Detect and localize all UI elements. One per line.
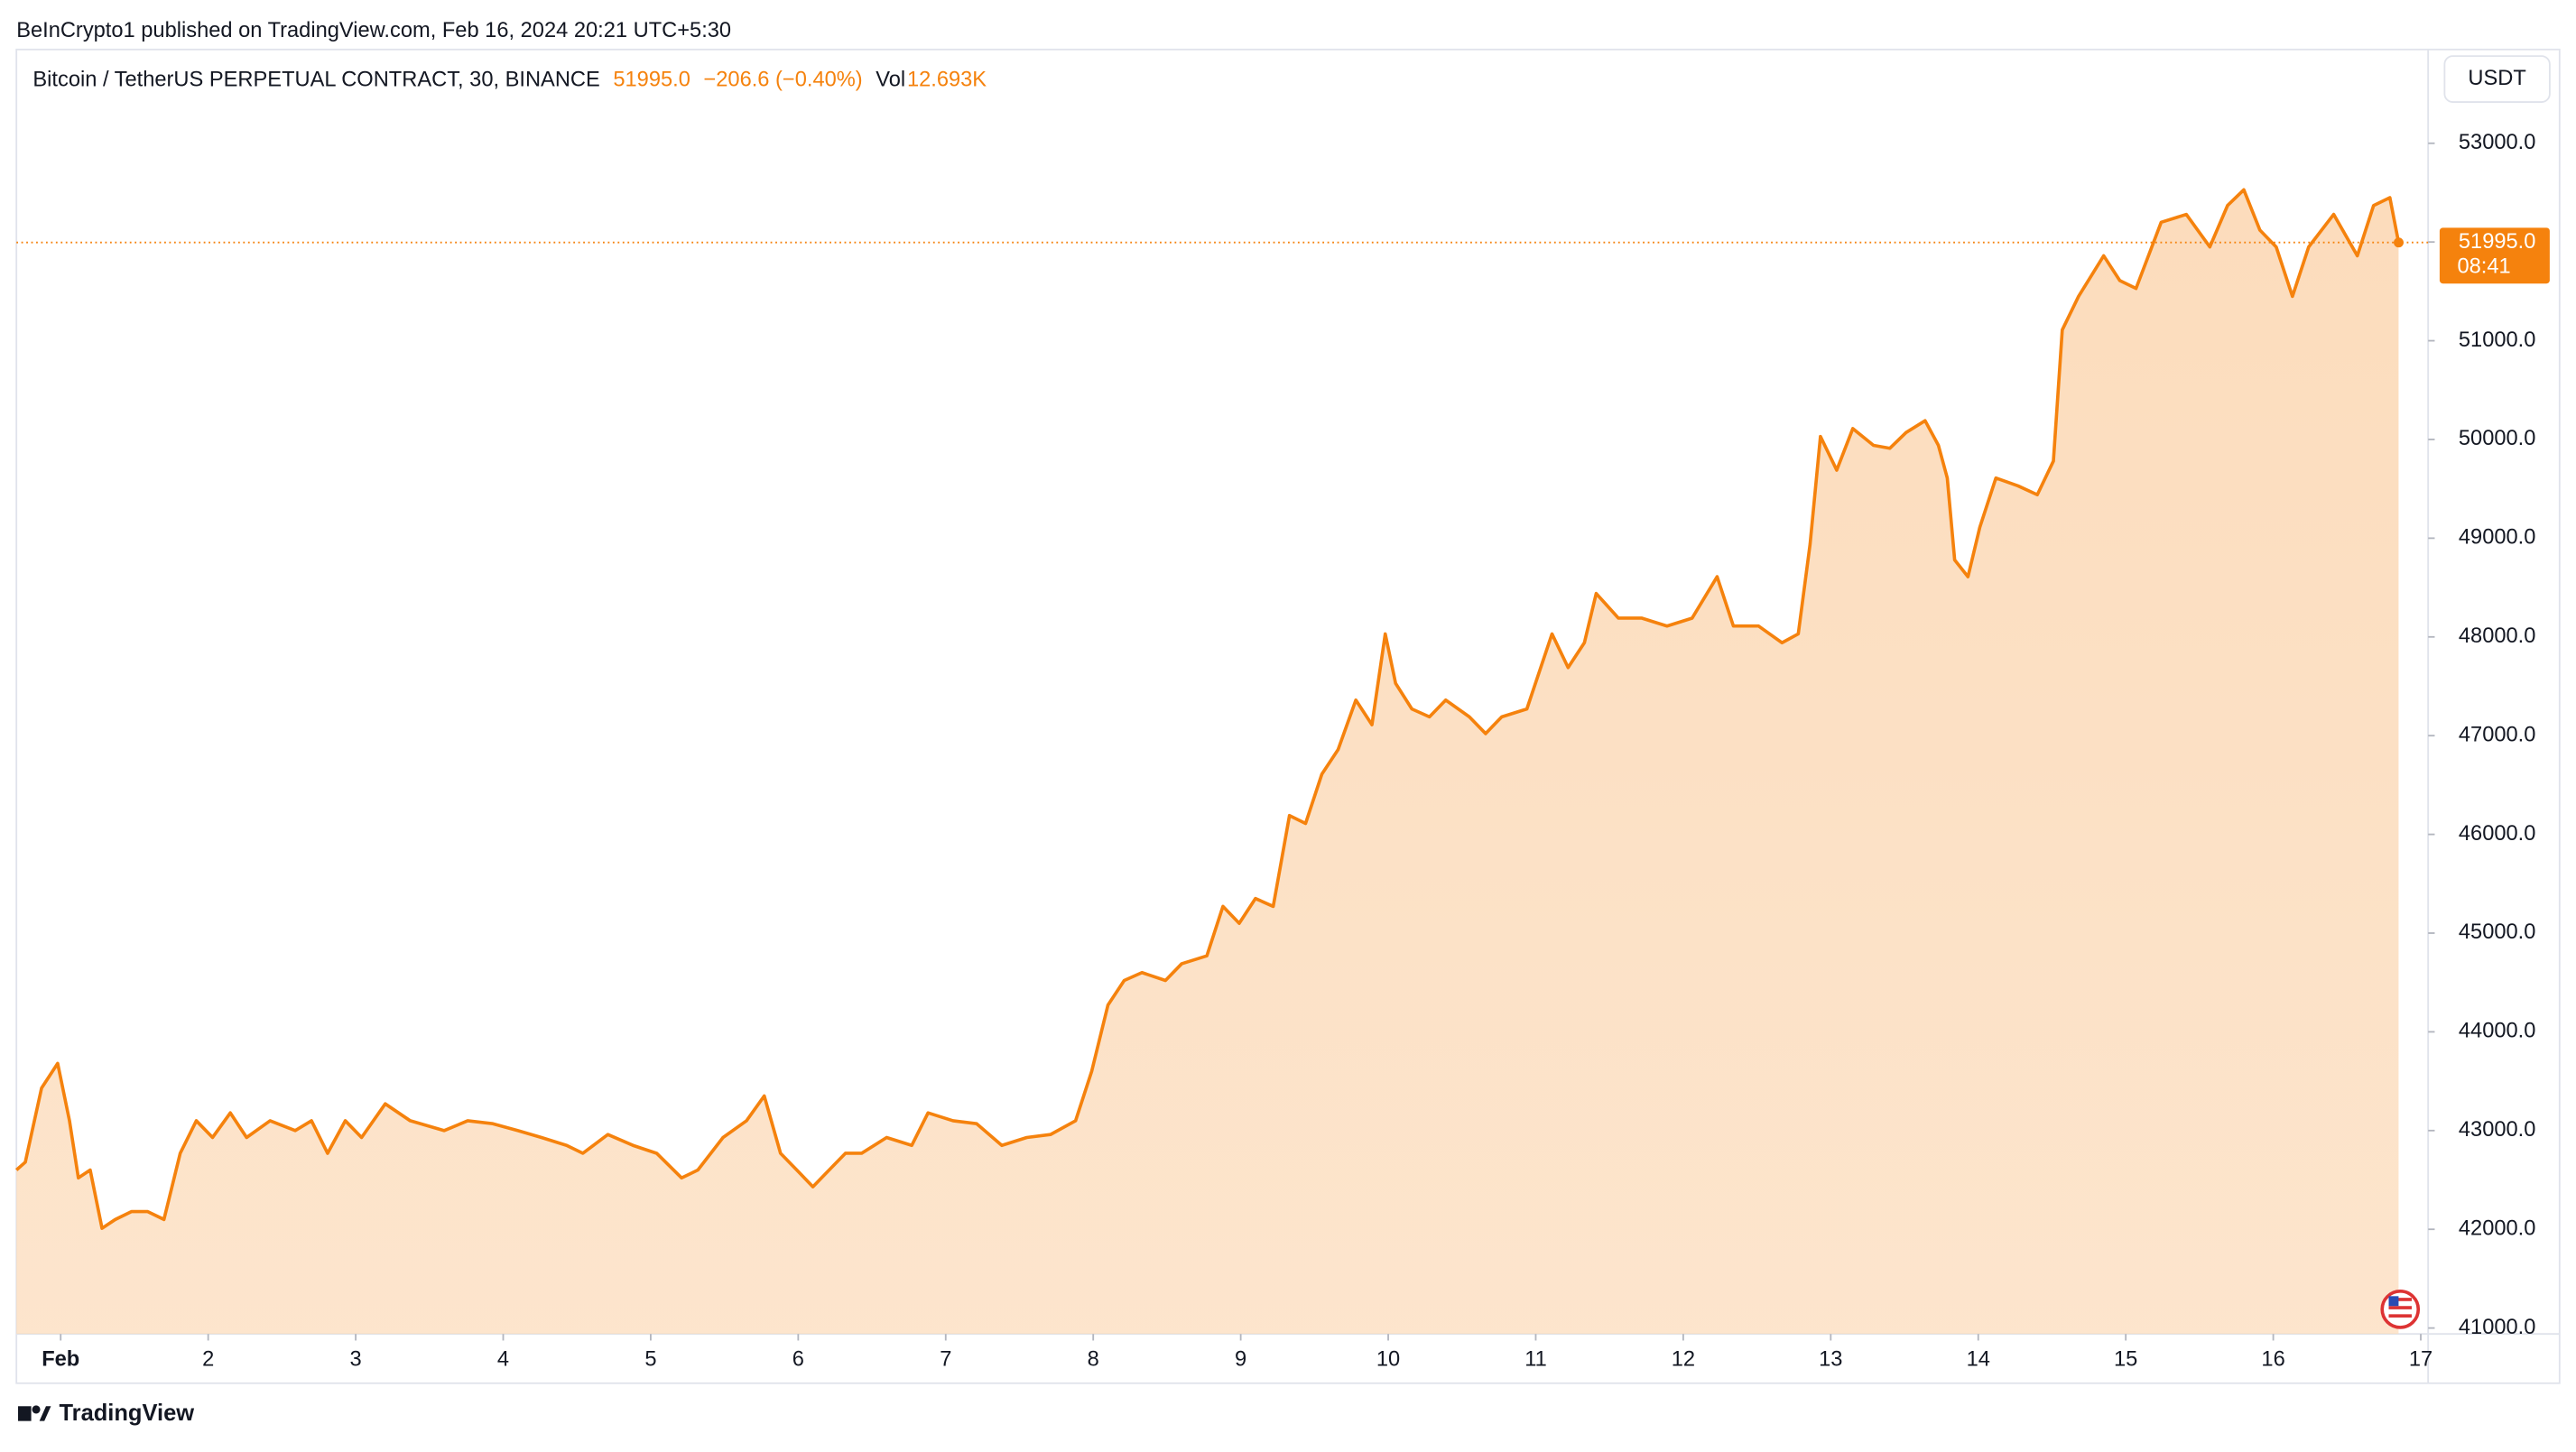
last-price-label: 51995.0 (2459, 230, 2536, 254)
x-tick-label: 6 (792, 1348, 804, 1372)
y-tick-label: 50000.0 (2459, 427, 2536, 450)
footer-brand: TradingView (60, 1401, 195, 1426)
y-tick-label: 41000.0 (2459, 1316, 2536, 1339)
flag-icon (2380, 1290, 2421, 1329)
x-tick-label: 11 (1524, 1348, 1547, 1372)
volume-value: 12.693K (907, 69, 987, 92)
x-tick-label: 12 (1672, 1348, 1695, 1372)
chart-frame (15, 48, 2561, 1384)
x-tick-label: 17 (2409, 1348, 2432, 1372)
y-tick-label: 48000.0 (2459, 624, 2536, 648)
y-tick-label: 42000.0 (2459, 1216, 2536, 1240)
y-tick-label: 47000.0 (2459, 723, 2536, 746)
tradingview-logo (18, 1405, 51, 1421)
x-tick-label: 9 (1235, 1348, 1246, 1372)
countdown: 08:41 (2457, 254, 2510, 278)
currency[interactable]: USDT (2468, 67, 2525, 90)
y-tick-label: 45000.0 (2459, 920, 2536, 944)
last-price-box (2439, 227, 2550, 284)
x-tick-label: 16 (2261, 1348, 2284, 1372)
currency-button[interactable] (2443, 55, 2551, 103)
area-fill (16, 190, 2399, 1335)
y-tick-label: 53000.0 (2459, 131, 2536, 154)
y-tick-label: 44000.0 (2459, 1020, 2536, 1043)
last-point (2394, 237, 2404, 248)
x-tick-label: 15 (2114, 1348, 2137, 1372)
x-tick-label: 4 (497, 1348, 509, 1372)
symbol: Bitcoin / TetherUS PERPETUAL CONTRACT, 3… (32, 69, 599, 92)
x-tick-label: 5 (644, 1348, 656, 1372)
y-tick-label: 43000.0 (2459, 1118, 2536, 1142)
x-tick-label: 8 (1088, 1348, 1099, 1372)
y-tick-label: 49000.0 (2459, 526, 2536, 550)
x-tick-label: 10 (1376, 1348, 1400, 1372)
x-tick-label: 7 (940, 1348, 951, 1372)
x-tick-label: 13 (1819, 1348, 1842, 1372)
price-line (14, 188, 2401, 1230)
header-change: −206.6 (−0.40%) (703, 69, 862, 92)
x-tick-label: 3 (349, 1348, 361, 1372)
y-tick-label: 46000.0 (2459, 822, 2536, 846)
y-tick-label: 51000.0 (2459, 328, 2536, 352)
x-tick-label: Feb (42, 1348, 79, 1372)
x-tick-label: 14 (1967, 1348, 1990, 1372)
publisher-line: BeInCrypto1 published on TradingView.com… (16, 19, 731, 42)
volume-label: Vol (876, 69, 905, 92)
plot (14, 188, 2429, 1335)
x-tick-label: 2 (202, 1348, 214, 1372)
header-price: 51995.0 (613, 69, 690, 92)
